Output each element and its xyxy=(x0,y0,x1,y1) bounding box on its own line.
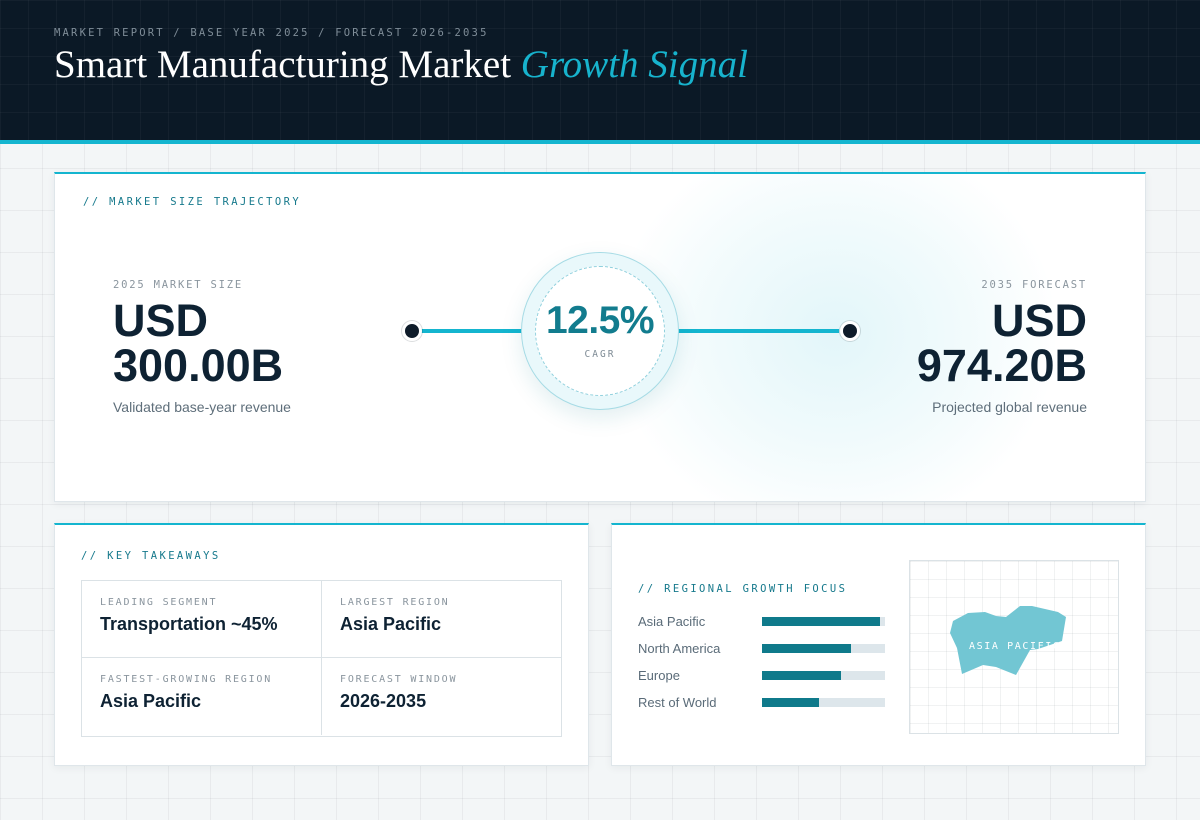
takeaway-value: Transportation ~45% xyxy=(100,614,278,634)
takeaways-section-label: // KEY TAKEAWAYS xyxy=(81,550,221,562)
takeaway-value: 2026-2035 xyxy=(340,691,427,711)
takeaways-grid: LEADING SEGMENT Transportation ~45% LARG… xyxy=(81,580,562,737)
region-row: Europe xyxy=(638,668,888,683)
end-caption: 2035 FORECAST xyxy=(981,279,1087,291)
region-map: ASIA PACIFIC xyxy=(909,560,1119,734)
regional-growth-card: // REGIONAL GROWTH FOCUS Asia Pacific No… xyxy=(611,523,1146,766)
cagr-inner-circle: 12.5% CAGR xyxy=(535,266,665,396)
takeaway-largest-region: LARGEST REGION Asia Pacific xyxy=(322,581,561,658)
start-amount: 300.00B xyxy=(113,340,284,391)
asia-pacific-region-shape xyxy=(950,606,1066,675)
region-name: Asia Pacific xyxy=(638,614,706,629)
asia-pacific-map-shape xyxy=(950,606,1066,675)
background-glow xyxy=(615,174,1055,501)
region-row: Rest of World xyxy=(638,695,888,710)
end-market-size: 2035 FORECAST USD 974.20B Projected glob… xyxy=(917,279,1087,415)
regional-section-label: // REGIONAL GROWTH FOCUS xyxy=(638,583,848,595)
start-subtitle: Validated base-year revenue xyxy=(113,399,291,415)
end-value: USD 974.20B xyxy=(917,298,1087,388)
region-bar-fill xyxy=(762,698,819,707)
report-header: MARKET REPORT / BASE YEAR 2025 / FORECAS… xyxy=(0,0,1200,144)
region-name: North America xyxy=(638,641,721,656)
end-point-marker xyxy=(840,321,860,341)
page-title-accent: Growth Signal xyxy=(520,43,748,86)
start-point-marker xyxy=(402,321,422,341)
takeaway-value: Asia Pacific xyxy=(100,691,202,711)
takeaway-forecast-window: FORECAST WINDOW 2026-2035 xyxy=(322,658,561,735)
page-title-main: Smart Manufacturing Market xyxy=(54,43,512,86)
end-subtitle: Projected global revenue xyxy=(932,399,1087,415)
region-bar-track xyxy=(762,671,885,680)
breadcrumb: MARKET REPORT / BASE YEAR 2025 / FORECAS… xyxy=(54,27,489,39)
cagr-value: 12.5% xyxy=(545,299,655,342)
end-amount: 974.20B xyxy=(916,340,1087,391)
region-name: Rest of World xyxy=(638,695,717,710)
start-value: USD 300.00B xyxy=(113,298,291,388)
region-bar-fill xyxy=(762,644,851,653)
takeaway-leading-segment: LEADING SEGMENT Transportation ~45% xyxy=(82,581,322,658)
region-row: Asia Pacific xyxy=(638,614,888,629)
region-bar-track xyxy=(762,698,885,707)
cagr-caption: CAGR xyxy=(584,349,616,360)
start-currency: USD xyxy=(113,295,209,346)
market-size-trajectory-card: // MARKET SIZE TRAJECTORY 2025 MARKET SI… xyxy=(54,172,1146,502)
region-bar-fill xyxy=(762,671,841,680)
takeaway-value: Asia Pacific xyxy=(340,614,442,634)
region-bar-fill xyxy=(762,617,881,626)
takeaway-label: FASTEST-GROWING REGION xyxy=(100,674,273,685)
region-bar-track xyxy=(762,617,885,626)
start-market-size: 2025 MARKET SIZE USD 300.00B Validated b… xyxy=(113,279,291,415)
cagr-badge: 12.5% CAGR xyxy=(521,252,679,410)
page-title: Smart Manufacturing Market Growth Signal xyxy=(54,42,748,87)
takeaway-fastest-growing-region: FASTEST-GROWING REGION Asia Pacific xyxy=(82,658,322,735)
region-bar-track xyxy=(762,644,885,653)
takeaway-label: LEADING SEGMENT xyxy=(100,597,218,608)
key-takeaways-card: // KEY TAKEAWAYS LEADING SEGMENT Transpo… xyxy=(54,523,589,766)
region-name: Europe xyxy=(638,668,680,683)
region-row: North America xyxy=(638,641,888,656)
trajectory-section-label: // MARKET SIZE TRAJECTORY xyxy=(83,196,302,208)
map-region-label: ASIA PACIFIC xyxy=(969,641,1061,652)
end-currency: USD xyxy=(991,295,1087,346)
takeaway-label: FORECAST WINDOW xyxy=(340,674,458,685)
takeaway-label: LARGEST REGION xyxy=(340,597,450,608)
start-caption: 2025 MARKET SIZE xyxy=(113,279,243,291)
